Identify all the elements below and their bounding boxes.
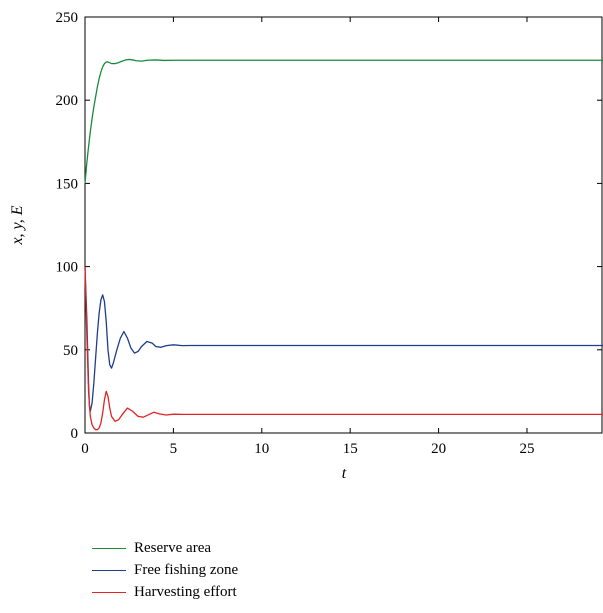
series-line-reserve-area xyxy=(84,58,603,184)
legend-label: Harvesting effort xyxy=(134,583,237,600)
y-tick-label: 0 xyxy=(71,426,79,442)
x-tick-label: 20 xyxy=(431,441,446,457)
legend-swatch-harvesting-effort xyxy=(92,591,126,593)
x-tick-label: 15 xyxy=(343,441,358,457)
y-tick-label: 250 xyxy=(56,10,79,26)
series-line-free-fishing-zone xyxy=(84,266,603,413)
legend-label: Free fishing zone xyxy=(134,561,239,578)
legend-swatch-free-fishing-zone xyxy=(92,569,126,571)
y-tick-label: 100 xyxy=(56,260,79,276)
legend: Reserve area Free fishing zone Harvestin… xyxy=(92,537,238,603)
y-axis-label: x, y, E xyxy=(9,205,26,245)
x-tick-label: 25 xyxy=(519,441,534,457)
x-axis-label: t xyxy=(342,465,347,482)
y-tick-label: 150 xyxy=(56,176,79,192)
x-tick-label: 10 xyxy=(254,441,269,457)
legend-item-reserve-area: Reserve area xyxy=(92,537,238,559)
legend-item-harvesting-effort: Harvesting effort xyxy=(92,581,238,603)
legend-item-free-fishing-zone: Free fishing zone xyxy=(92,559,238,581)
y-tick-label: 50 xyxy=(63,343,78,359)
x-tick-label: 0 xyxy=(81,441,89,457)
legend-swatch-reserve-area xyxy=(92,547,126,549)
y-tick-label: 200 xyxy=(56,93,79,109)
x-tick-label: 5 xyxy=(170,441,178,457)
plot-frame xyxy=(84,16,603,434)
series-layer xyxy=(84,58,603,431)
series-line-harvesting-effort xyxy=(84,266,603,431)
legend-label: Reserve area xyxy=(134,539,212,556)
